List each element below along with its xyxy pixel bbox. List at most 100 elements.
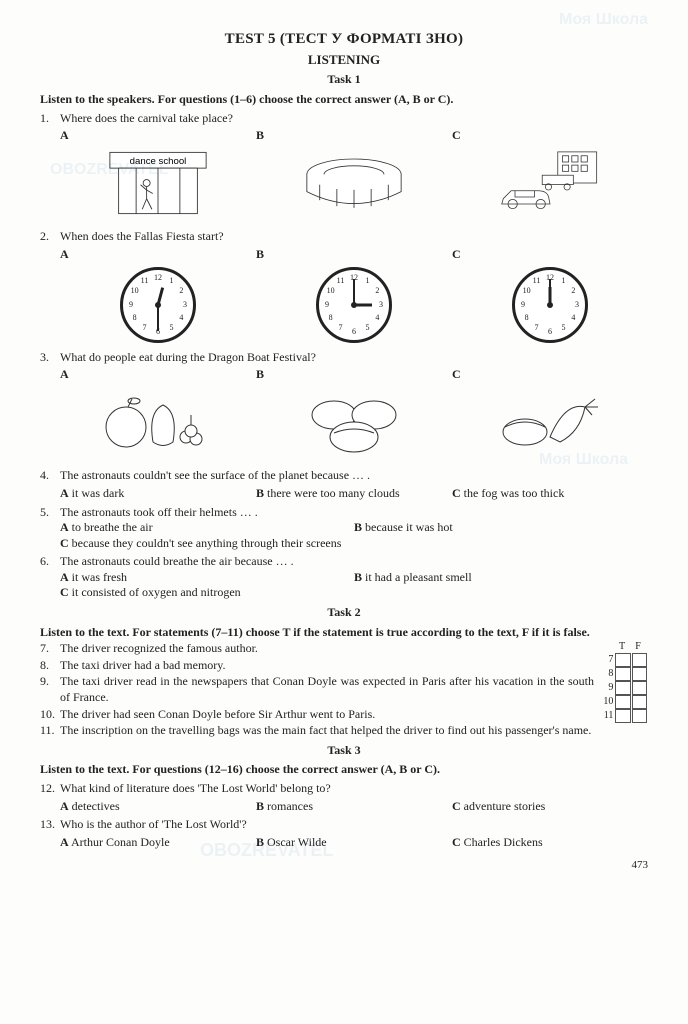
- statement-text: The driver recognized the famous author.: [60, 641, 258, 657]
- question-text: The astronauts could breathe the air bec…: [60, 554, 648, 570]
- q13-options: A Arthur Conan Doyle B Oscar Wilde C Cha…: [60, 835, 648, 851]
- stadium-icon: [294, 148, 414, 218]
- question-number: 6.: [40, 554, 60, 570]
- option-b-label: B: [354, 520, 362, 534]
- statement-text: The driver had seen Conan Doyle before S…: [60, 707, 375, 723]
- statement-10: 10.The driver had seen Conan Doyle befor…: [40, 707, 594, 723]
- q3-images: [60, 383, 648, 466]
- option-b-text: because it was hot: [365, 520, 453, 534]
- option-b-label: B: [256, 128, 264, 142]
- statement-text: The taxi driver read in the newspapers t…: [60, 674, 594, 705]
- option-c-label: C: [452, 835, 461, 849]
- option-c-label: C: [452, 128, 461, 142]
- task2-heading: Task 2: [40, 605, 648, 621]
- option-b-label: B: [256, 835, 264, 849]
- option-c-text: it consisted of oxygen and nitrogen: [72, 585, 241, 599]
- t-column-label: T: [614, 640, 630, 653]
- option-a-text: it was fresh: [72, 570, 127, 584]
- watermark: Моя Школа: [559, 10, 648, 31]
- task3-instruction: Listen to the text. For questions (12–16…: [40, 762, 648, 778]
- option-a-label: A: [60, 520, 69, 534]
- tf-cell-true[interactable]: [615, 695, 630, 709]
- svg-text:dance school: dance school: [130, 156, 187, 167]
- statement-number: 9.: [40, 674, 60, 705]
- statement-9: 9.The taxi driver read in the newspapers…: [40, 674, 594, 705]
- tf-cell-true[interactable]: [615, 653, 630, 667]
- statement-11: 11.The inscription on the travelling bag…: [40, 723, 594, 739]
- option-c-text: because they couldn't see anything throu…: [72, 536, 342, 550]
- q3-option-letters: A B C: [60, 367, 648, 383]
- statement-8: 8.The taxi driver had a bad memory.: [40, 658, 594, 674]
- option-a-label: A: [60, 486, 69, 500]
- q3-image-c: [452, 383, 648, 466]
- vegetables-icon: [490, 387, 610, 457]
- tf-answer-grid: T F 7891011: [600, 640, 648, 739]
- statement-number: 8.: [40, 658, 60, 674]
- tf-cell-true[interactable]: [615, 681, 630, 695]
- clock-c-icon: 123456789101112: [512, 267, 588, 343]
- option-a-label: A: [60, 128, 69, 142]
- task3-heading: Task 3: [40, 743, 648, 759]
- option-c-label: C: [452, 486, 461, 500]
- section-title: LISTENING: [40, 52, 648, 69]
- question-number: 12.: [40, 781, 60, 797]
- question-12: 12. What kind of literature does 'The Lo…: [40, 781, 648, 797]
- option-c-text: Charles Dickens: [464, 835, 543, 849]
- question-number: 1.: [40, 111, 60, 127]
- question-13: 13. Who is the author of 'The Lost World…: [40, 817, 648, 833]
- question-text: What do people eat during the Dragon Boa…: [60, 350, 648, 366]
- q3-image-b: [256, 383, 452, 466]
- question-number: 5.: [40, 505, 60, 521]
- option-c-label: C: [60, 585, 69, 599]
- q3-image-a: [60, 383, 256, 466]
- option-b-label: B: [256, 247, 264, 261]
- task1-instruction: Listen to the speakers. For questions (1…: [40, 92, 648, 108]
- question-number: 13.: [40, 817, 60, 833]
- option-c-text: the fog was too thick: [464, 486, 565, 500]
- tf-cell-false[interactable]: [632, 709, 647, 723]
- option-b-text: there were too many clouds: [267, 486, 400, 500]
- option-b-label: B: [256, 486, 264, 500]
- tf-cell-false[interactable]: [632, 667, 647, 681]
- option-b-text: Oscar Wilde: [267, 835, 327, 849]
- option-b-label: B: [354, 570, 362, 584]
- option-a-text: to breathe the air: [72, 520, 153, 534]
- option-c-label: C: [452, 367, 461, 381]
- task2-statements: 7.The driver recognized the famous autho…: [40, 640, 594, 739]
- option-a-text: detectives: [72, 799, 120, 813]
- q1-image-c: [452, 144, 648, 227]
- option-b-label: B: [256, 799, 264, 813]
- question-text: Who is the author of 'The Lost World'?: [60, 817, 648, 833]
- statement-text: The inscription on the travelling bags w…: [60, 723, 591, 739]
- option-c-text: adventure stories: [464, 799, 546, 813]
- option-a-label: A: [60, 367, 69, 381]
- q2-clocks: 123456789101112 123456789101112 12345678…: [60, 263, 648, 347]
- tf-cell-false[interactable]: [632, 695, 647, 709]
- question-text: The astronauts took off their helmets … …: [60, 505, 648, 521]
- question-text: When does the Fallas Fiesta start?: [60, 229, 648, 245]
- question-1: 1. Where does the carnival take place?: [40, 111, 648, 127]
- q4-options: A it was dark B there were too many clou…: [60, 486, 648, 502]
- tf-cell-false[interactable]: [632, 681, 647, 695]
- q1-images: dance school: [60, 144, 648, 227]
- tf-row-10: 10: [600, 695, 648, 709]
- option-a-label: A: [60, 247, 69, 261]
- option-a-label: A: [60, 835, 69, 849]
- q2-option-letters: A B C: [60, 247, 648, 263]
- tf-cell-false[interactable]: [632, 653, 647, 667]
- tf-row-7: 7: [600, 653, 648, 667]
- tf-row-number: 11: [600, 709, 615, 723]
- statement-number: 7.: [40, 641, 60, 657]
- street-icon: [490, 148, 610, 218]
- task2-block: 7.The driver recognized the famous autho…: [40, 640, 648, 739]
- question-number: 2.: [40, 229, 60, 245]
- tf-cell-true[interactable]: [615, 709, 630, 723]
- question-text: The astronauts couldn't see the surface …: [60, 468, 648, 484]
- tf-row-8: 8: [600, 667, 648, 681]
- page-title: TEST 5 (ТЕСТ У ФОРМАТІ ЗНО): [40, 30, 648, 50]
- statement-number: 11.: [40, 723, 60, 739]
- tf-cell-true[interactable]: [615, 667, 630, 681]
- question-4: 4. The astronauts couldn't see the surfa…: [40, 468, 648, 484]
- option-c-label: C: [60, 536, 69, 550]
- fruit-icon: [98, 387, 218, 457]
